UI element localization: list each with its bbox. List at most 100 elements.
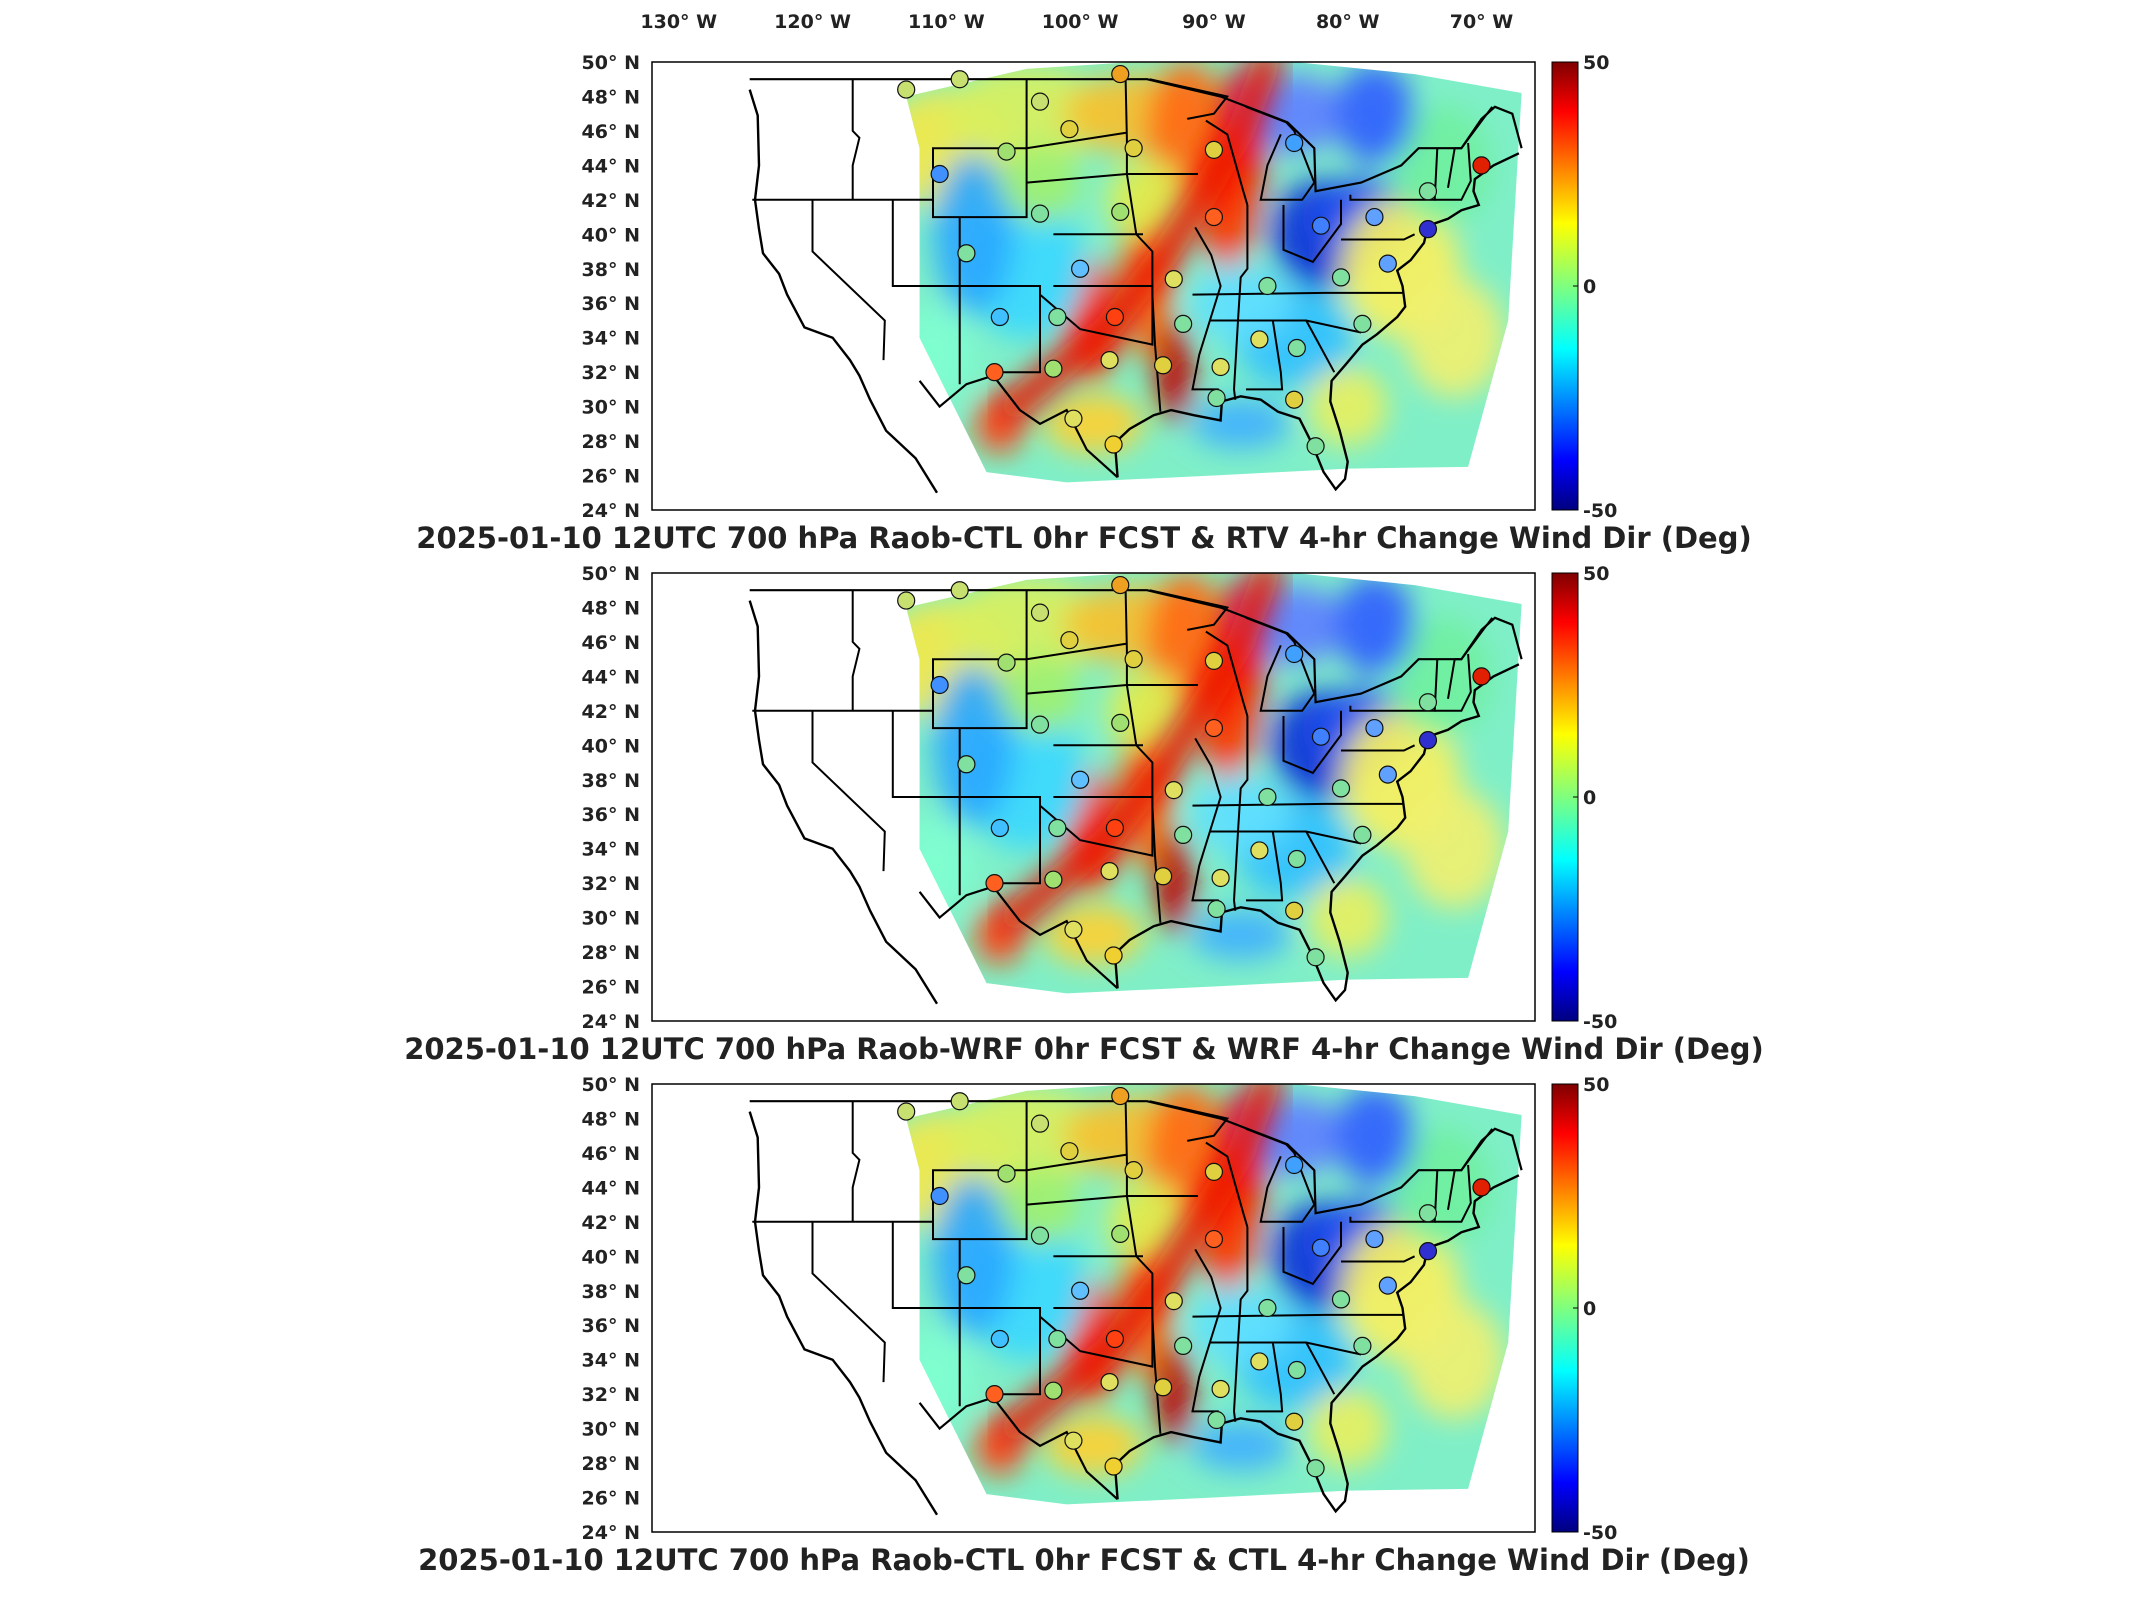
raob-station-marker <box>1365 718 1384 738</box>
raob-station-marker <box>1104 1457 1123 1476</box>
raob-station-marker <box>957 755 976 774</box>
y-tick-label: 40° N <box>582 1246 640 1268</box>
raob-station-marker <box>1472 667 1491 686</box>
colorbar-tick-label: 0 <box>1583 787 1596 809</box>
x-tick-label: 100° W <box>1042 11 1119 33</box>
raob-station-marker <box>1250 841 1269 860</box>
raob-station-marker <box>990 1329 1009 1349</box>
field-blob <box>933 154 1014 315</box>
field-blob <box>1334 63 1415 164</box>
raob-station-marker <box>1060 1142 1079 1161</box>
y-tick-label: 46° N <box>582 632 640 654</box>
field-blob <box>1153 1344 1194 1445</box>
y-tick-label: 28° N <box>582 942 640 964</box>
raob-station-marker <box>1105 818 1125 838</box>
raob-station-marker <box>1071 259 1090 278</box>
x-axis-ticks: 130° W 120° W 110° W 100° W 90° W 80° W 70° W <box>640 11 1513 33</box>
colorbar-tick-label: 50 <box>1583 563 1609 585</box>
raob-station-marker <box>1204 651 1224 670</box>
raob-station-marker <box>1211 357 1230 377</box>
field-blob <box>1404 1299 1505 1420</box>
y-tick-label: 46° N <box>582 1143 640 1165</box>
raob-station-marker <box>950 1092 969 1111</box>
raob-station-marker <box>1204 207 1224 227</box>
y-tick-label: 40° N <box>582 224 640 246</box>
field-blob <box>1043 393 1144 454</box>
y-tick-label: 30° N <box>582 397 640 419</box>
raob-station-marker <box>1365 1229 1384 1249</box>
raob-station-marker <box>990 307 1009 327</box>
field-blob <box>1334 574 1415 675</box>
raob-station-marker <box>1060 120 1079 139</box>
raob-station-marker <box>1211 1379 1230 1399</box>
raob-station-marker <box>1285 1412 1304 1431</box>
raob-station-marker <box>1207 899 1226 919</box>
y-tick-label: 34° N <box>582 1350 640 1372</box>
raob-station-marker <box>1207 1410 1226 1430</box>
wind-dir-field <box>906 1084 1522 1505</box>
raob-station-marker <box>1418 1242 1438 1261</box>
y-tick-label: 38° N <box>582 259 640 281</box>
raob-station-marker <box>930 1186 949 1206</box>
field-blob <box>1043 1415 1144 1476</box>
raob-station-marker <box>1060 631 1079 650</box>
raob-station-marker <box>1472 1178 1491 1197</box>
raob-station-marker <box>1211 868 1230 888</box>
raob-station-marker <box>1153 1378 1173 1397</box>
field-blob <box>933 665 1014 826</box>
raob-station-marker <box>1048 818 1067 838</box>
raob-station-marker <box>1105 307 1125 327</box>
field-blob <box>1307 1388 1388 1469</box>
y-tick-label: 50° N <box>582 563 640 585</box>
raob-station-marker <box>1071 1281 1090 1300</box>
raob-station-marker <box>1285 390 1304 409</box>
raob-station-marker <box>957 1266 976 1285</box>
y-tick-label: 34° N <box>582 328 640 350</box>
raob-station-marker <box>1306 1459 1325 1478</box>
raob-station-marker <box>1418 182 1438 201</box>
field-blob <box>1153 322 1194 423</box>
raob-station-marker <box>1353 1336 1372 1356</box>
raob-station-marker <box>1472 156 1491 175</box>
y-tick-label: 32° N <box>582 873 640 895</box>
field-blob <box>1307 877 1388 958</box>
raob-station-marker <box>1030 204 1050 223</box>
raob-station-marker <box>1285 901 1304 920</box>
field-blob <box>1334 1085 1415 1186</box>
raob-station-marker <box>1365 207 1384 227</box>
raob-station-marker <box>1207 388 1226 408</box>
y-tick-label: 48° N <box>582 597 640 619</box>
raob-station-marker <box>1311 216 1331 235</box>
map-boundaries <box>748 589 1523 1005</box>
raob-station-marker <box>1204 718 1224 738</box>
colorbar-tick-label: 0 <box>1583 1298 1596 1320</box>
raob-station-marker <box>957 244 976 263</box>
y-tick-label: 36° N <box>582 293 640 315</box>
field-blob <box>1391 105 1492 226</box>
raob-station-marker <box>1204 1162 1224 1181</box>
raob-station-marker <box>1044 870 1063 889</box>
raob-station-marker <box>1353 825 1372 845</box>
raob-station-marker <box>1204 140 1224 159</box>
panel-3-title: 2025-01-10 12UTC 700 hPa Raob-CTL 0hr FC… <box>418 1543 1750 1577</box>
raob-station-marker <box>1030 715 1050 734</box>
raob-station-marker <box>1285 133 1304 153</box>
raob-station-marker <box>1153 356 1173 375</box>
raob-station-marker <box>897 591 916 610</box>
field-blob <box>999 142 1080 223</box>
raob-station-marker <box>1258 1298 1277 1318</box>
panel-3: 50° N 48° N 46° N 44° N 42° N 40° N 38° N 36° N… <box>582 1074 1618 1544</box>
raob-station-marker <box>1111 713 1130 733</box>
field-band <box>999 1084 1282 1443</box>
raob-station-marker <box>1030 92 1050 111</box>
colorbar-tick-label: -50 <box>1583 500 1617 522</box>
raob-station-marker <box>1030 1114 1050 1133</box>
raob-station-marker <box>1064 920 1083 939</box>
raob-station-marker <box>1044 1381 1063 1400</box>
raob-station-marker <box>1353 314 1372 334</box>
raob-station-marker <box>1306 437 1325 456</box>
y-tick-label: 26° N <box>582 977 640 999</box>
y-tick-label: 44° N <box>582 155 640 177</box>
y-tick-label: 30° N <box>582 908 640 930</box>
raob-station-marker <box>1111 202 1130 222</box>
